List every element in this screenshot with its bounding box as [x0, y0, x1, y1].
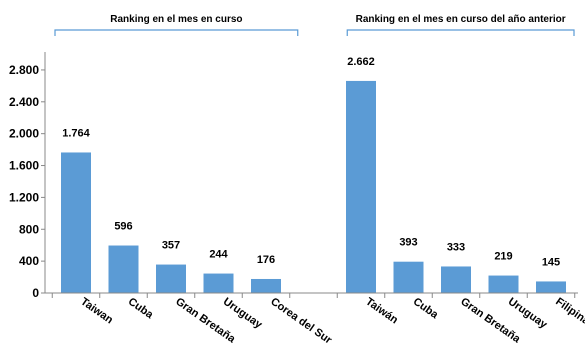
category-label: Taiwán: [363, 296, 400, 327]
y-tick-label: 2.800: [9, 63, 39, 77]
data-label: 393: [399, 237, 417, 249]
data-label: 1.764: [62, 127, 90, 139]
bar: [203, 273, 234, 293]
data-label: 176: [257, 254, 275, 266]
category-label: Filipinas: [553, 296, 585, 331]
data-label: 357: [162, 240, 180, 252]
category-label: Uruguay: [506, 296, 550, 332]
data-label: 244: [209, 249, 228, 261]
group-bracket: [54, 29, 299, 36]
data-label: 596: [114, 221, 132, 233]
data-label: 145: [542, 256, 560, 268]
y-tick-label: 1.600: [9, 159, 39, 173]
y-tick-label: 0: [32, 286, 39, 300]
bar: [441, 266, 471, 293]
group-brackets: Ranking en el mes en curso Ranking en el …: [54, 14, 575, 36]
bar: [488, 275, 519, 293]
bar: [251, 278, 281, 293]
y-tick-label: 800: [19, 222, 39, 236]
bar: [156, 264, 186, 293]
group-bracket: [346, 29, 575, 36]
bar: [346, 80, 376, 293]
category-label: Corea del Sur: [268, 296, 334, 347]
bar: [61, 152, 91, 293]
data-label: 333: [447, 241, 465, 253]
data-label: 219: [494, 251, 512, 263]
category-label: Cuba: [126, 296, 156, 322]
data-label: 2.662: [347, 56, 375, 68]
bar: [393, 261, 424, 293]
bar: [108, 245, 139, 293]
y-tick-label: 2.400: [9, 95, 39, 109]
category-label: Cuba: [411, 296, 441, 322]
bar: [536, 281, 566, 293]
y-tick-label: 400: [19, 254, 39, 268]
y-tick-label: 2.000: [9, 127, 39, 141]
group-title: Ranking en el mes en curso del año anter…: [356, 14, 566, 25]
y-tick-label: 1.200: [9, 190, 39, 204]
y-axis: 0 400 800 1.200 1.600 2.000 2.400 2.800: [9, 52, 46, 300]
bars: 1.764 596 357 244 176 2.662 393 333 219 145: [61, 56, 566, 293]
category-label: Taiwan: [78, 296, 115, 327]
group-title: Ranking en el mes en curso: [110, 14, 242, 25]
category-label: Uruguay: [221, 296, 265, 332]
